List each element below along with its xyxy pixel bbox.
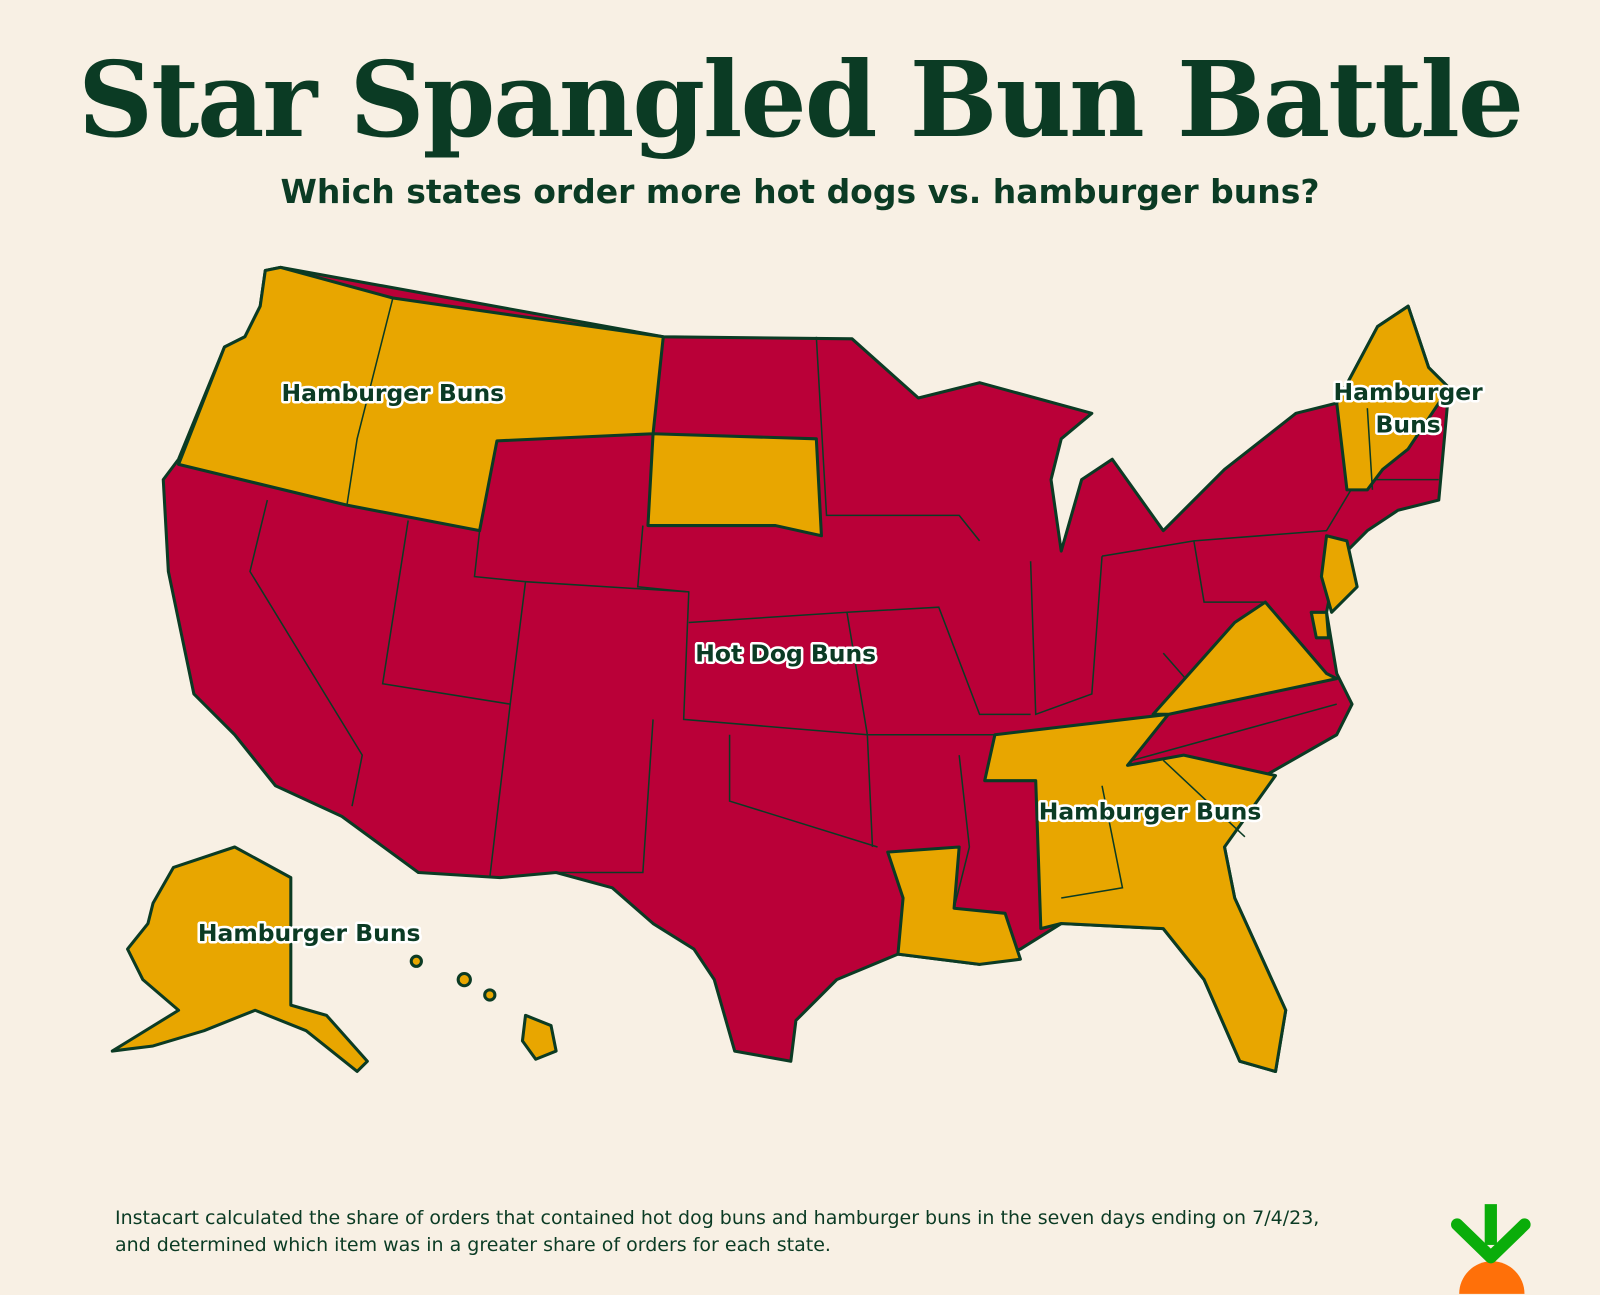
region-label: Buns [1376,411,1441,439]
state-lines [249,336,1439,909]
hamburger-states [110,265,1451,1074]
region-label: Hot Dog Buns [695,639,876,667]
region-label: Hamburger Buns [282,379,505,407]
hawaii [520,1013,558,1061]
delaware [1309,610,1331,640]
footnote-line: and determined which item was in a great… [115,1234,831,1256]
footnote-line: Instacart calculated the share of orders… [115,1207,1320,1229]
region-label: Hamburger Buns [1039,797,1262,825]
subtitle: Which states order more hot dogs vs. ham… [280,172,1320,211]
south-dakota [646,432,823,538]
region-label: Hamburger Buns [198,919,421,947]
virginia [1151,600,1339,716]
new-jersey [1319,534,1359,614]
logo [1451,1204,1531,1294]
region-label: Hamburger [1334,378,1484,406]
alaska [110,845,369,1074]
footnote: Instacart calculated the share of orders… [115,1205,1319,1259]
louisiana [886,845,1022,966]
northern-new-england [1335,304,1451,492]
title: Star Spangled Bun Battle [77,38,1524,161]
